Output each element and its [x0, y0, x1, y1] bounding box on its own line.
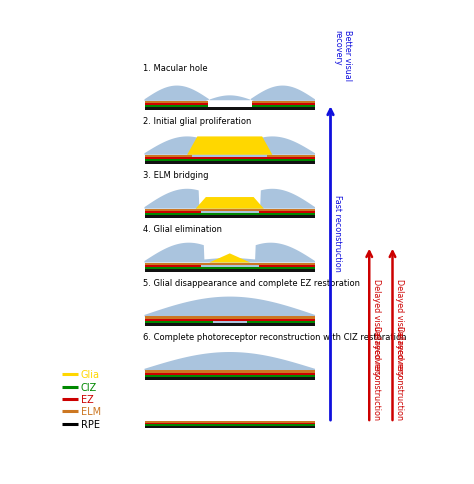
Text: 2. Initial glial proliferation: 2. Initial glial proliferation [143, 117, 251, 126]
Text: 4. Glial elimination: 4. Glial elimination [143, 225, 222, 234]
Text: EZ: EZ [81, 394, 94, 404]
Polygon shape [196, 197, 264, 209]
Polygon shape [145, 86, 315, 102]
Text: RPE: RPE [81, 419, 100, 429]
Polygon shape [145, 352, 315, 371]
Text: 1. Macular hole: 1. Macular hole [143, 63, 208, 73]
Text: CIZ: CIZ [81, 382, 97, 392]
Polygon shape [210, 254, 250, 263]
Text: Glia: Glia [81, 370, 100, 379]
Text: 3. ELM bridging: 3. ELM bridging [143, 171, 209, 180]
Text: Fast reconstruction: Fast reconstruction [333, 195, 342, 271]
Polygon shape [145, 297, 315, 317]
Text: ELM: ELM [81, 407, 101, 417]
Text: 6. Complete photoreceptor reconstruction with CIZ restoration: 6. Complete photoreceptor reconstruction… [143, 333, 406, 341]
Polygon shape [145, 189, 315, 209]
Polygon shape [145, 243, 315, 263]
Text: Delayed visual recovery: Delayed visual recovery [372, 278, 381, 376]
Text: Delayed visual recovery: Delayed visual recovery [395, 278, 404, 376]
Text: Delayed reconstruction: Delayed reconstruction [395, 325, 404, 419]
Text: Delayed reconstruction: Delayed reconstruction [372, 325, 381, 419]
Text: Better visual
recovery: Better visual recovery [333, 30, 352, 81]
Polygon shape [187, 137, 273, 155]
Polygon shape [145, 137, 315, 155]
Text: 5. Glial disappearance and complete EZ restoration: 5. Glial disappearance and complete EZ r… [143, 279, 360, 287]
